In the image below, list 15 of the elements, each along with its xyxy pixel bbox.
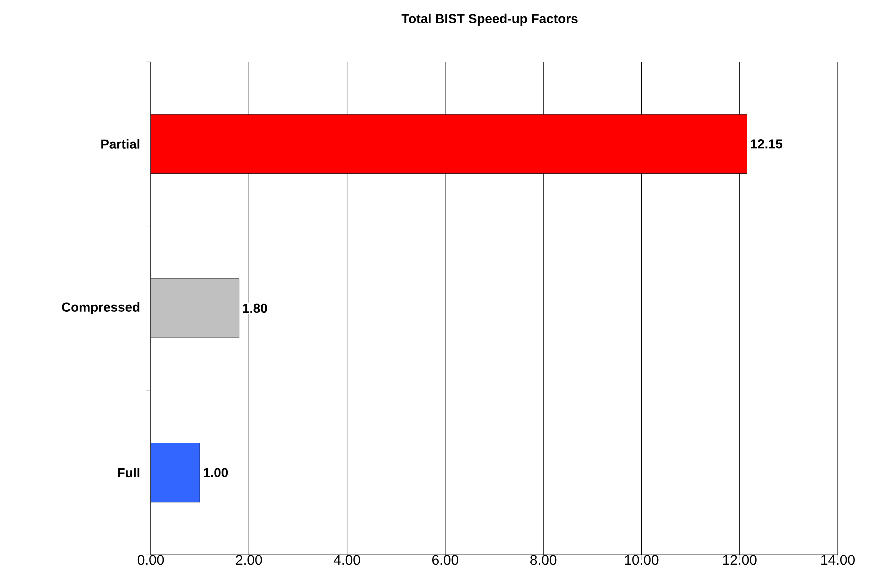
x-tick-label: 14.00 <box>822 555 855 566</box>
x-tick-label: 10.00 <box>625 555 659 566</box>
y-tick-label: Partial <box>102 139 140 149</box>
x-tick-label: 8.00 <box>530 555 557 566</box>
data-label: 1.80 <box>243 304 268 314</box>
x-tick-label: 2.00 <box>236 555 262 566</box>
x-tick-label: 4.00 <box>334 555 360 566</box>
x-tick-label: 6.00 <box>432 555 459 566</box>
x-tick-label: 0.00 <box>138 555 164 566</box>
y-tick-label: Full <box>118 468 140 478</box>
y-tick-label: Compressed <box>62 302 140 315</box>
data-label: 12.15 <box>751 140 783 149</box>
data-label: 1.00 <box>204 468 228 478</box>
x-tick-label: 12.00 <box>723 555 757 566</box>
chart-title: Total BIST Speed-up Factors <box>402 14 578 26</box>
